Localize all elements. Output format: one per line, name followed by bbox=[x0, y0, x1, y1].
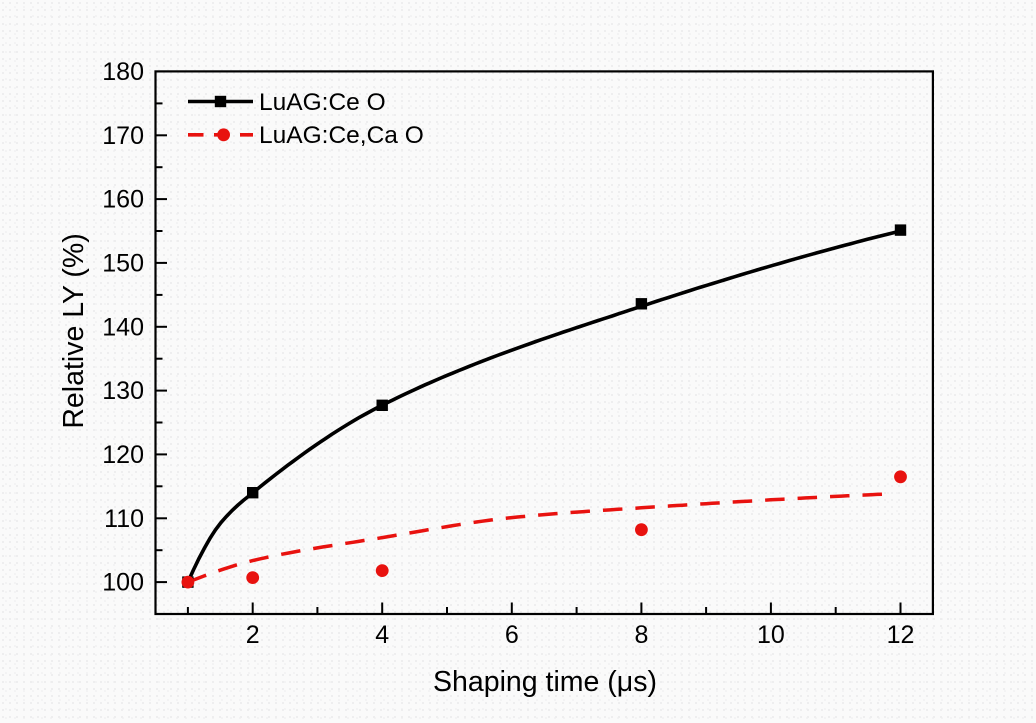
svg-text:180: 180 bbox=[102, 58, 144, 86]
svg-text:6: 6 bbox=[505, 621, 519, 649]
svg-text:12: 12 bbox=[887, 621, 915, 649]
svg-text:4: 4 bbox=[375, 621, 389, 649]
svg-text:100: 100 bbox=[102, 569, 144, 597]
svg-text:140: 140 bbox=[102, 313, 144, 341]
svg-text:2: 2 bbox=[246, 621, 260, 649]
svg-text:Shaping time (μs): Shaping time (μs) bbox=[433, 666, 657, 698]
svg-text:LuAG:Ce,Ca O: LuAG:Ce,Ca O bbox=[259, 122, 424, 149]
svg-text:130: 130 bbox=[102, 377, 144, 405]
svg-text:150: 150 bbox=[102, 250, 144, 278]
svg-text:LuAG:Ce O: LuAG:Ce O bbox=[259, 89, 386, 116]
svg-text:160: 160 bbox=[102, 186, 144, 214]
svg-text:10: 10 bbox=[757, 621, 785, 649]
svg-text:Relative LY (%): Relative LY (%) bbox=[58, 233, 90, 428]
svg-text:120: 120 bbox=[102, 441, 144, 469]
svg-text:170: 170 bbox=[102, 122, 144, 150]
svg-text:110: 110 bbox=[104, 505, 144, 533]
svg-text:8: 8 bbox=[634, 621, 648, 649]
